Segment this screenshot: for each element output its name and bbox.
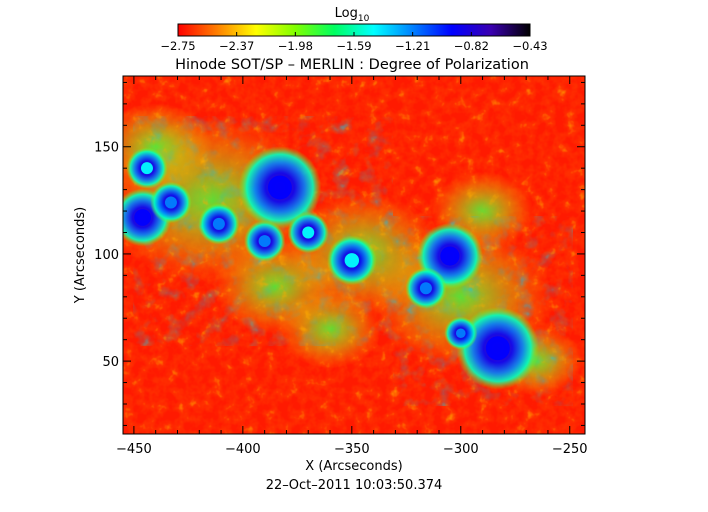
timestamp: 22–Oct–2011 10:03:50.374 [266,478,443,493]
y-tick-label: 150 [94,141,119,156]
x-tick-label: −300 [443,442,479,457]
heatmap-spot-core [258,235,271,248]
heatmap-spot-core [344,253,360,268]
x-tick-label: −350 [334,442,370,457]
heatmap-spot-core [164,196,177,209]
heatmap-spot-core [267,175,292,200]
heatmap-spot-core [302,226,315,239]
colorbar-tick-label: −0.82 [454,39,489,53]
heatmap-spot-core [134,209,152,226]
colorbar-tick-label: −0.43 [512,39,547,53]
colorbar-title: Log10 [335,6,370,24]
plot-frame [122,75,586,435]
colorbar-tick-label: −1.21 [395,39,430,53]
colorbar-ticks: −2.75 −2.37 −1.98 −1.59 −1.21 −0.82 −0.43 [160,32,548,53]
colorbar-tick-label: −2.75 [160,39,195,53]
heatmap-spot-core [419,282,432,295]
y-tick-label: 100 [94,248,119,263]
colorbar-tick-label: −2.37 [219,39,254,53]
heatmap-spot-core [485,336,510,361]
heatmap-spots [123,146,540,390]
heatmap-spot-core [140,162,153,175]
heatmap-spot-core [440,246,460,266]
x-tick-label: −250 [552,442,588,457]
colorbar-tick-label: −1.98 [278,39,313,53]
y-tick-label: 50 [102,355,119,370]
chart-title: Hinode SOT/SP – MERLIN : Degree of Polar… [175,57,529,73]
y-axis-label: Y (Arcseconds) [73,207,88,304]
x-tick-label: −450 [116,442,152,457]
heatmap-image [123,76,585,434]
x-tick-label: −400 [225,442,261,457]
x-axis-label: X (Arcseconds) [305,459,402,474]
heatmap-spot-core [212,217,225,230]
axes: −450 −400 −350 −300 −250 50 100 150 [94,76,588,457]
heatmap-spot-core [455,328,466,339]
colorbar-tick-label: −1.59 [336,39,371,53]
